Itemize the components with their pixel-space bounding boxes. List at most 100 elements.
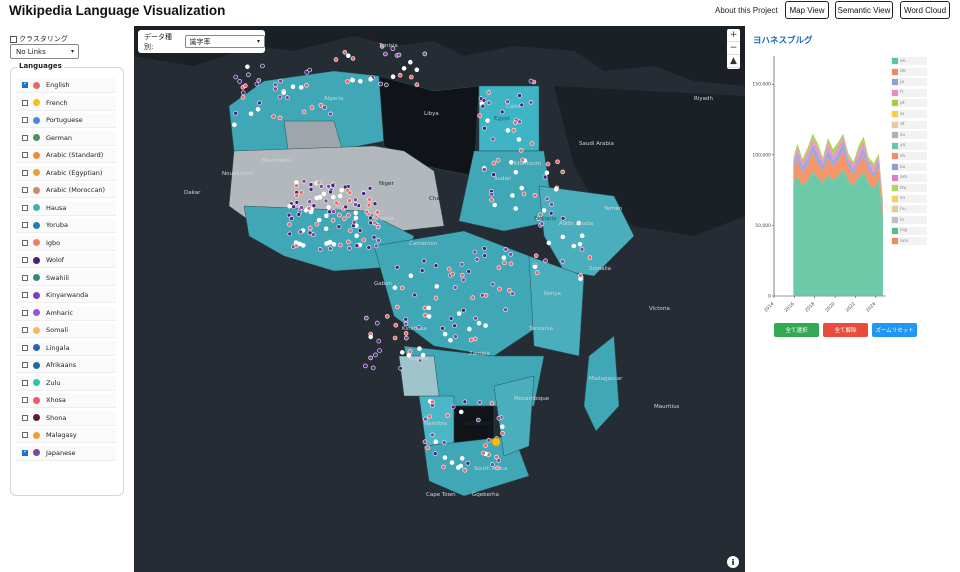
language-marker[interactable] (285, 95, 290, 100)
language-marker[interactable] (433, 295, 439, 301)
language-marker[interactable] (534, 270, 540, 275)
language-marker[interactable] (366, 202, 372, 208)
language-item[interactable]: Portuguese (16, 113, 116, 128)
language-marker[interactable] (277, 94, 283, 100)
language-marker[interactable] (307, 230, 313, 236)
language-marker[interactable] (518, 148, 524, 153)
language-marker[interactable] (492, 202, 498, 208)
language-marker[interactable] (353, 202, 358, 207)
language-marker[interactable] (370, 365, 376, 371)
language-marker[interactable] (416, 325, 422, 330)
language-marker[interactable] (422, 312, 428, 318)
language-marker[interactable] (403, 331, 409, 336)
language-marker[interactable] (486, 437, 492, 443)
language-marker[interactable] (448, 316, 454, 321)
language-marker[interactable] (519, 102, 525, 108)
language-marker[interactable] (408, 74, 414, 80)
language-marker[interactable] (528, 78, 534, 84)
language-marker[interactable] (441, 464, 446, 470)
zoom-out-button[interactable]: − (727, 42, 740, 55)
language-marker[interactable] (364, 315, 369, 321)
language-marker[interactable] (347, 198, 352, 203)
language-checkbox[interactable] (22, 222, 28, 228)
language-marker[interactable] (442, 331, 448, 337)
language-marker[interactable] (449, 460, 455, 465)
language-marker[interactable] (301, 243, 306, 248)
language-marker[interactable] (539, 221, 545, 226)
language-marker[interactable] (271, 114, 276, 119)
language-marker[interactable] (476, 320, 482, 326)
language-marker[interactable] (528, 100, 534, 105)
language-marker[interactable] (491, 172, 496, 177)
language-marker[interactable] (338, 242, 343, 248)
language-marker[interactable] (434, 284, 440, 289)
language-marker[interactable] (408, 273, 414, 278)
language-marker[interactable] (458, 409, 464, 415)
language-marker[interactable] (372, 220, 377, 225)
language-marker[interactable] (347, 190, 353, 196)
language-marker[interactable] (278, 78, 283, 84)
language-marker[interactable] (375, 224, 381, 230)
language-marker[interactable] (421, 258, 427, 264)
east-africa[interactable] (528, 255, 585, 357)
chart-legend-item[interactable]: ttu (891, 184, 927, 193)
select-all-button[interactable]: 全て選択 (774, 323, 819, 337)
language-marker[interactable] (256, 78, 262, 83)
language-marker[interactable] (468, 337, 474, 343)
language-marker[interactable] (490, 281, 496, 287)
language-marker[interactable] (399, 350, 405, 355)
language-marker[interactable] (477, 400, 483, 405)
language-marker[interactable] (353, 215, 359, 221)
language-marker[interactable] (373, 214, 378, 220)
language-marker[interactable] (433, 439, 439, 445)
language-marker[interactable] (477, 113, 482, 118)
language-marker[interactable] (396, 52, 402, 58)
language-marker[interactable] (503, 307, 508, 313)
language-marker[interactable] (243, 83, 248, 89)
central-africa[interactable] (373, 230, 540, 357)
language-marker[interactable] (304, 82, 309, 88)
language-marker[interactable] (255, 107, 261, 112)
chart-legend-item[interactable]: en (891, 57, 927, 65)
language-marker[interactable] (459, 262, 465, 267)
language-marker[interactable] (294, 183, 299, 189)
language-marker[interactable] (489, 191, 495, 197)
language-marker[interactable] (385, 314, 390, 319)
language-marker[interactable] (432, 451, 438, 456)
map-view-button[interactable]: Map View (785, 1, 829, 19)
language-item[interactable]: Japanese (16, 445, 116, 461)
language-checkbox[interactable] (22, 397, 28, 403)
language-marker[interactable] (481, 450, 486, 456)
language-marker[interactable] (339, 187, 344, 193)
language-item[interactable]: Shona (16, 410, 116, 426)
language-marker[interactable] (342, 49, 348, 55)
language-marker[interactable] (318, 103, 324, 108)
language-checkbox[interactable] (22, 117, 28, 123)
language-marker[interactable] (503, 247, 509, 252)
language-marker[interactable] (394, 304, 400, 310)
language-marker[interactable] (423, 416, 428, 422)
language-marker[interactable] (441, 440, 447, 445)
language-marker[interactable] (326, 184, 331, 189)
language-item[interactable]: Yoruba (16, 218, 116, 233)
chart-legend-item[interactable]: hu (891, 205, 927, 214)
language-marker[interactable] (237, 79, 242, 84)
language-marker[interactable] (306, 206, 312, 211)
language-marker[interactable] (482, 246, 487, 251)
language-marker[interactable] (287, 222, 292, 227)
language-marker[interactable] (322, 105, 327, 110)
language-marker[interactable] (232, 122, 237, 127)
semantic-view-button[interactable]: Semantic View (835, 1, 893, 19)
language-marker[interactable] (500, 430, 505, 436)
language-marker[interactable] (501, 255, 507, 260)
language-marker[interactable] (482, 253, 488, 258)
language-marker[interactable] (545, 161, 551, 167)
chart-legend-item[interactable]: am (891, 173, 927, 182)
south-africa[interactable] (423, 435, 530, 497)
language-marker[interactable] (481, 98, 487, 103)
language-marker[interactable] (505, 99, 511, 104)
language-marker[interactable] (248, 111, 254, 117)
language-marker[interactable] (273, 86, 278, 92)
language-marker[interactable] (521, 191, 527, 197)
language-marker[interactable] (510, 291, 515, 297)
